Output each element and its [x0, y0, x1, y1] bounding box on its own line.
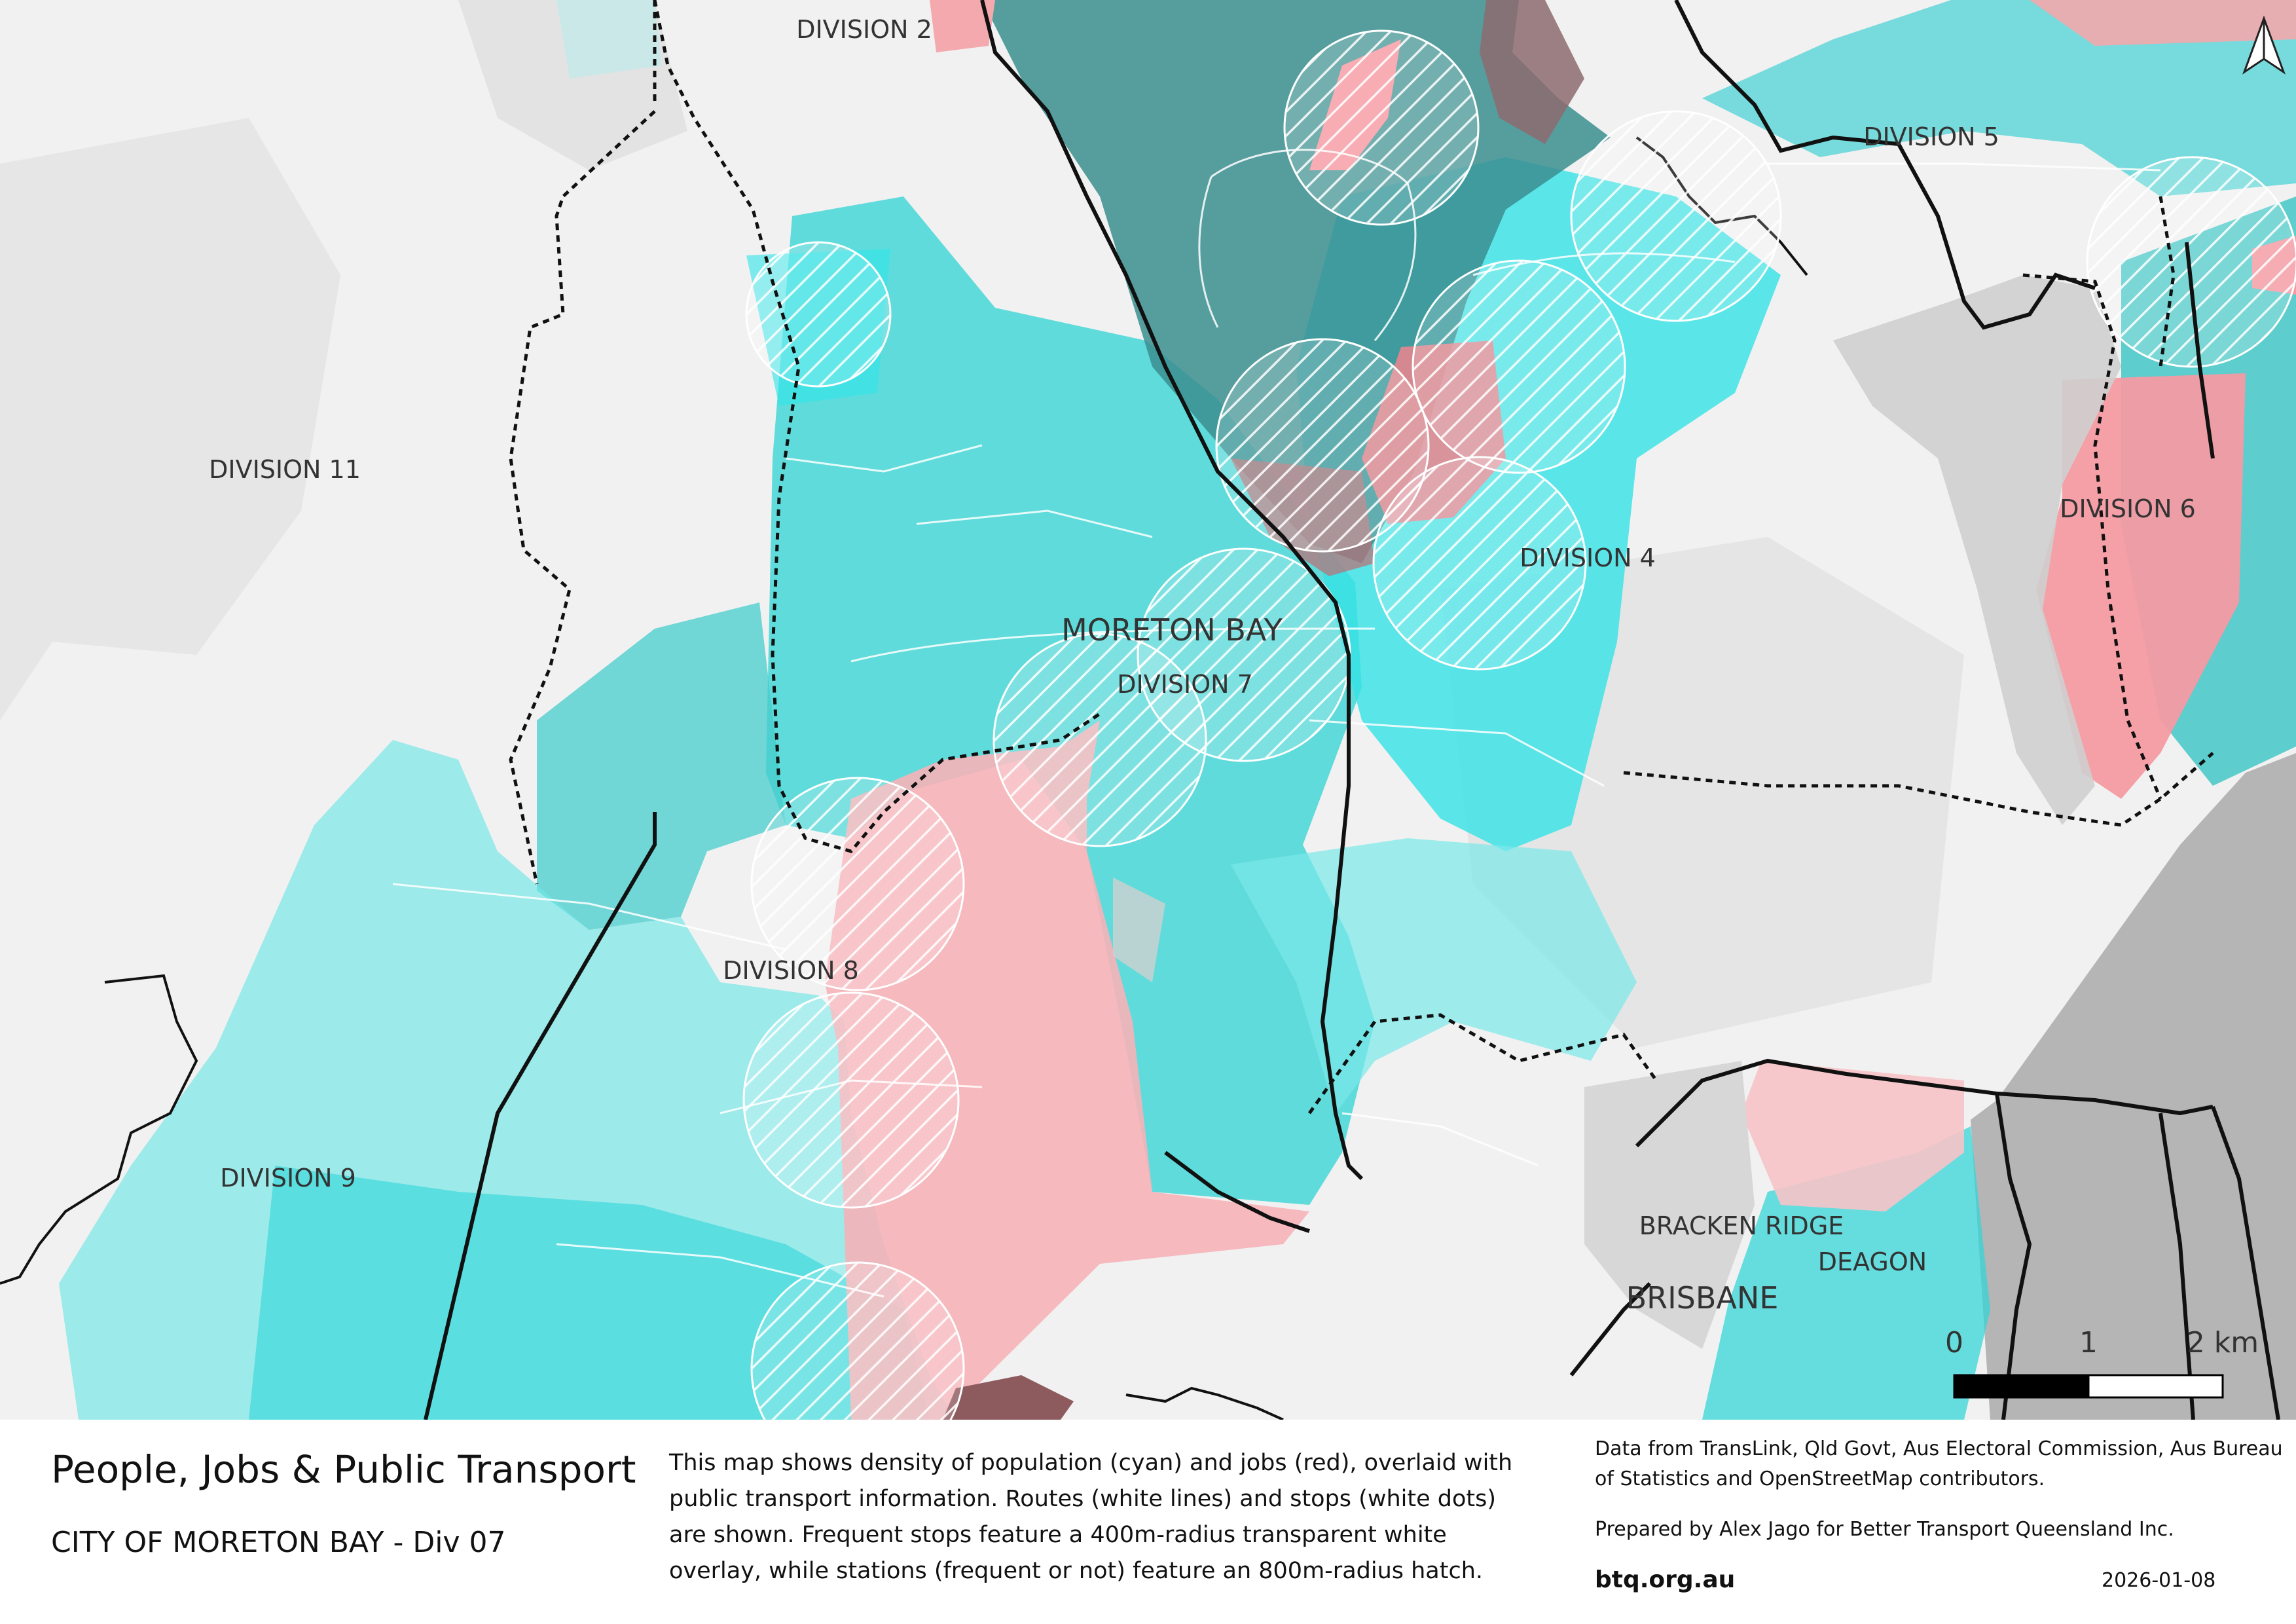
population-density — [537, 602, 786, 930]
footer-panel: People, Jobs & Public Transport CITY OF … — [0, 1420, 2296, 1624]
river — [0, 974, 198, 1285]
station-catchment — [745, 241, 892, 388]
label-division-8: DIVISION 8 — [723, 956, 859, 985]
scale-bar: 0 1 2 km — [1945, 1326, 2259, 1399]
label-deagon: DEAGON — [1818, 1247, 1927, 1276]
station-catchment — [2086, 156, 2296, 368]
map-subtitle: CITY OF MORETON BAY - Div 07 — [51, 1526, 506, 1559]
station-catchment — [1215, 338, 1430, 553]
label-division-5: DIVISION 5 — [1863, 122, 1999, 151]
label-bracken-ridge: BRACKEN RIDGE — [1639, 1211, 1844, 1240]
map-canvas: 0 1 2 km DIVISION 2 DIVISION 5 DIVISION … — [0, 0, 2296, 1420]
terrain-shading — [0, 118, 340, 720]
scale-tick-0: 0 — [1945, 1326, 1963, 1359]
mixed-density-area — [1480, 0, 1584, 144]
label-division-2: DIVISION 2 — [796, 15, 932, 44]
label-division-11: DIVISION 11 — [209, 455, 361, 484]
population-density — [1231, 838, 1637, 1113]
station-catchment — [1570, 110, 1782, 322]
population-density — [1702, 1126, 1990, 1420]
station-catchment — [1372, 456, 1587, 671]
website-link[interactable]: btq.org.au — [1595, 1566, 1736, 1593]
scale-tick-1: 1 — [2079, 1326, 2098, 1359]
label-division-7: DIVISION 7 — [1117, 670, 1253, 699]
park-area — [1833, 275, 2121, 825]
scale-tick-2: 2 km — [2187, 1326, 2259, 1359]
data-credits: Data from TransLink, Qld Govt, Aus Elect… — [1595, 1437, 2283, 1490]
station-catchment — [750, 1261, 965, 1420]
sea — [1971, 753, 2296, 1420]
population-density — [556, 0, 661, 79]
river — [1125, 1386, 1284, 1420]
division-boundaries — [509, 0, 2214, 1115]
park-area — [1584, 1061, 1755, 1349]
station-hatch-overlays — [742, 29, 2296, 1420]
station-catchment — [1283, 29, 1480, 226]
station-catchment — [993, 633, 1207, 847]
jobs-density — [2036, 373, 2246, 799]
station-catchment — [742, 991, 960, 1209]
map-title: People, Jobs & Public Transport — [51, 1447, 636, 1492]
map-date: 2026-01-08 — [2102, 1569, 2216, 1592]
prepared-by: Prepared by Alex Jago for Better Transpo… — [1595, 1518, 2174, 1541]
station-catchment — [1412, 259, 1626, 474]
jobs-density — [943, 1375, 1074, 1420]
label-division-9: DIVISION 9 — [220, 1164, 356, 1192]
label-moreton-bay: MORETON BAY — [1061, 612, 1283, 648]
station-catchment — [750, 777, 965, 991]
jobs-density — [930, 0, 995, 52]
jobs-density — [1741, 1061, 1964, 1211]
label-division-4: DIVISION 4 — [1520, 544, 1656, 572]
population-density — [1702, 0, 2296, 196]
jobs-density — [2030, 0, 2296, 46]
label-brisbane: BRISBANE — [1626, 1280, 1779, 1316]
park-area — [1113, 877, 1165, 982]
north-arrow-icon — [2242, 15, 2286, 75]
council-boundaries — [424, 0, 2280, 1420]
map-description: This map shows density of population (cy… — [669, 1450, 1513, 1584]
label-division-6: DIVISION 6 — [2060, 494, 2196, 523]
